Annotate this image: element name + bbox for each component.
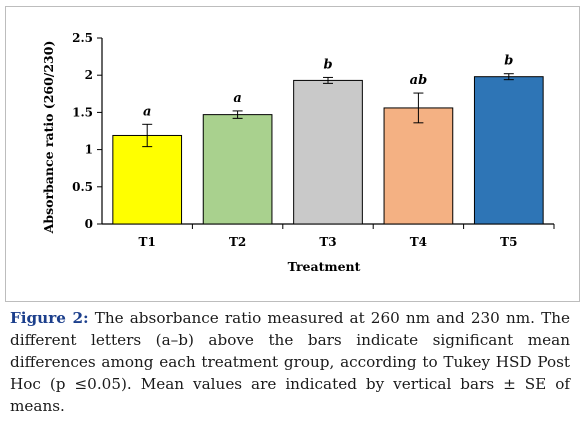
- bar: [293, 79, 363, 225]
- y-tick-label: 2: [85, 68, 93, 82]
- significance-letter: b: [323, 57, 332, 72]
- x-tick-label: T4: [410, 235, 427, 249]
- bar: [383, 107, 454, 225]
- significance-letter: b: [504, 54, 513, 69]
- bar-chart: Absorbance ratio (260/230) Treatment 0 0.…: [41, 31, 555, 274]
- x-axis-title: Treatment: [288, 259, 361, 274]
- significance-letter: a: [233, 91, 241, 106]
- caption-text: The absorbance ratio measured at 260 nm …: [10, 309, 570, 415]
- y-tick-label: 0.5: [72, 180, 93, 194]
- figure-caption: Figure 2: The absorbance ratio measured …: [10, 307, 570, 417]
- bar: [473, 76, 544, 225]
- x-tick-label: T5: [500, 235, 517, 249]
- x-tick-label: T2: [229, 235, 246, 249]
- y-tick-label: 2.5: [72, 31, 93, 45]
- x-tick-label: T3: [319, 235, 336, 249]
- bar: [202, 114, 273, 225]
- y-axis-title: Absorbance ratio (260/230): [41, 41, 56, 235]
- y-tick-label: 0: [85, 217, 93, 231]
- significance-letter: a: [143, 104, 151, 119]
- x-tick-label: T1: [139, 235, 156, 249]
- bar: [112, 134, 183, 225]
- y-tick-label: 1: [85, 143, 93, 157]
- significance-letter: ab: [410, 73, 428, 88]
- chart-frame: Absorbance ratio (260/230) Treatment 0 0.…: [5, 6, 580, 302]
- y-tick-label: 1.5: [72, 105, 93, 119]
- caption-label: Figure 2:: [10, 309, 89, 327]
